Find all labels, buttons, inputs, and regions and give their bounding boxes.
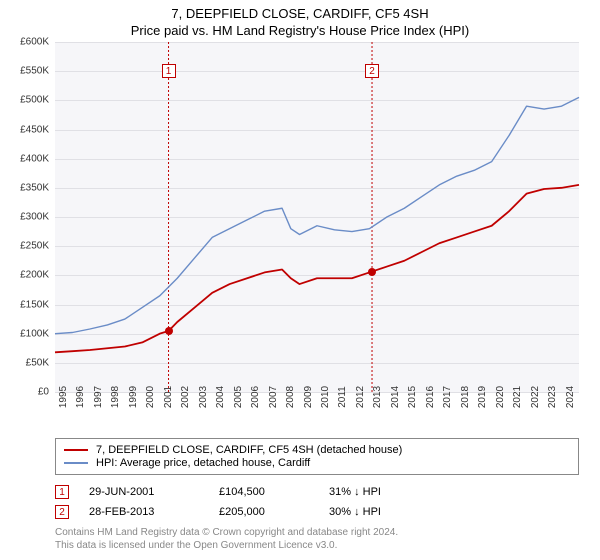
title-block: 7, DEEPFIELD CLOSE, CARDIFF, CF5 4SH Pri…	[0, 0, 600, 38]
footnote-line1: Contains HM Land Registry data © Crown c…	[55, 526, 579, 539]
x-axis-label: 2021	[512, 386, 523, 408]
sale-price: £104,500	[219, 486, 329, 498]
x-axis-label: 1997	[93, 386, 104, 408]
x-axis-label: 2023	[547, 386, 558, 408]
sale-marker-box: 1	[162, 64, 176, 78]
sale-row: 2 28-FEB-2013£205,00030% ↓ HPI	[55, 502, 579, 522]
y-axis-label: £250K	[0, 241, 49, 252]
x-axis-label: 1996	[75, 386, 86, 408]
x-axis-label: 2013	[372, 386, 383, 408]
y-axis-label: £150K	[0, 299, 49, 310]
legend-label: HPI: Average price, detached house, Card…	[96, 457, 310, 469]
series-price_paid	[55, 185, 579, 352]
y-axis-label: £50K	[0, 357, 49, 368]
x-axis-label: 2020	[495, 386, 506, 408]
x-axis-label: 2001	[163, 386, 174, 408]
y-axis-label: £500K	[0, 95, 49, 106]
y-axis-label: £450K	[0, 124, 49, 135]
sale-dot	[165, 327, 173, 335]
x-axis-label: 2016	[425, 386, 436, 408]
x-axis-label: 2006	[250, 386, 261, 408]
y-axis-label: £600K	[0, 37, 49, 48]
sale-pct-vs-hpi: 31% ↓ HPI	[329, 486, 439, 498]
x-axis-label: 2011	[337, 386, 348, 408]
sale-date: 29-JUN-2001	[89, 486, 219, 498]
sale-dot	[368, 268, 376, 276]
x-axis-label: 2010	[320, 386, 331, 408]
y-axis-label: £0	[0, 387, 49, 398]
chart-svg	[55, 42, 579, 392]
x-axis-label: 2014	[390, 386, 401, 408]
x-axis-label: 1995	[58, 386, 69, 408]
sale-price: £205,000	[219, 506, 329, 518]
legend-label: 7, DEEPFIELD CLOSE, CARDIFF, CF5 4SH (de…	[96, 444, 402, 456]
title-address: 7, DEEPFIELD CLOSE, CARDIFF, CF5 4SH	[0, 6, 600, 21]
sale-row: 1 29-JUN-2001£104,50031% ↓ HPI	[55, 482, 579, 502]
x-axis-label: 2007	[268, 386, 279, 408]
y-axis-label: £400K	[0, 153, 49, 164]
x-axis-label: 2009	[303, 386, 314, 408]
x-axis-label: 2002	[180, 386, 191, 408]
sale-row-marker: 1	[55, 485, 69, 499]
title-subtitle: Price paid vs. HM Land Registry's House …	[0, 23, 600, 38]
sales-table: 1 29-JUN-2001£104,50031% ↓ HPI 2 28-FEB-201…	[55, 482, 579, 522]
sale-marker-box: 2	[365, 64, 379, 78]
x-axis-label: 2008	[285, 386, 296, 408]
x-axis-label: 2019	[477, 386, 488, 408]
x-axis-label: 2005	[233, 386, 244, 408]
y-axis-label: £300K	[0, 212, 49, 223]
x-axis-label: 2004	[215, 386, 226, 408]
x-axis-label: 2015	[407, 386, 418, 408]
legend-item: HPI: Average price, detached house, Card…	[64, 457, 570, 469]
x-axis-label: 2022	[530, 386, 541, 408]
x-axis-label: 2003	[198, 386, 209, 408]
chart-area: £0£50K£100K£150K£200K£250K£300K£350K£400…	[55, 42, 579, 392]
x-axis-label: 1999	[128, 386, 139, 408]
legend-swatch	[64, 462, 88, 464]
x-axis-label: 2000	[145, 386, 156, 408]
legend-item: 7, DEEPFIELD CLOSE, CARDIFF, CF5 4SH (de…	[64, 444, 570, 456]
series-hpi	[55, 97, 579, 333]
y-axis-label: £200K	[0, 270, 49, 281]
y-axis-label: £350K	[0, 182, 49, 193]
sale-pct-vs-hpi: 30% ↓ HPI	[329, 506, 439, 518]
footnote-line2: This data is licensed under the Open Gov…	[55, 539, 579, 552]
sale-date: 28-FEB-2013	[89, 506, 219, 518]
legend-box: 7, DEEPFIELD CLOSE, CARDIFF, CF5 4SH (de…	[55, 438, 579, 475]
legend-swatch	[64, 449, 88, 451]
x-axis-label: 2012	[355, 386, 366, 408]
x-axis-label: 2017	[442, 386, 453, 408]
footnote: Contains HM Land Registry data © Crown c…	[55, 526, 579, 552]
y-axis-label: £550K	[0, 66, 49, 77]
x-axis-label: 1998	[110, 386, 121, 408]
x-axis-label: 2024	[565, 386, 576, 408]
sale-row-marker: 2	[55, 505, 69, 519]
x-axis-label: 2018	[460, 386, 471, 408]
y-axis-label: £100K	[0, 328, 49, 339]
figure-container: 7, DEEPFIELD CLOSE, CARDIFF, CF5 4SH Pri…	[0, 0, 600, 560]
